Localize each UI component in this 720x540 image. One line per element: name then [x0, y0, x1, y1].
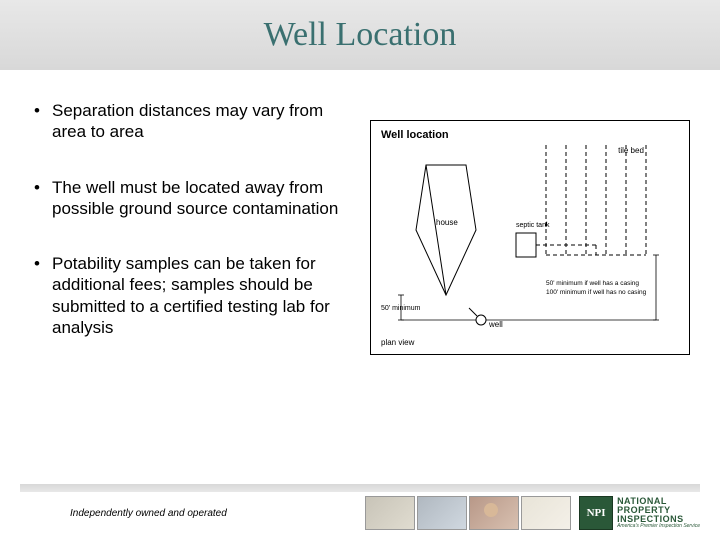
diagram-title: Well location — [381, 129, 679, 141]
footer-divider — [20, 484, 700, 492]
bullet-item: Potability samples can be taken for addi… — [30, 253, 360, 338]
thumbnail-image — [469, 496, 519, 530]
label-note2: 100' minimum if well has no casing — [546, 289, 647, 296]
label-septic: septic tank — [516, 222, 550, 229]
title-bar: Well Location — [0, 0, 720, 70]
label-plan-view: plan view — [381, 338, 415, 347]
thumbnail-image — [417, 496, 467, 530]
label-well: well — [488, 320, 503, 329]
logo-text: NATIONAL PROPERTY INSPECTIONS America's … — [617, 497, 700, 529]
well-location-diagram: Well location — [370, 120, 690, 355]
npi-logo: NPI NATIONAL PROPERTY INSPECTIONS Americ… — [579, 496, 700, 530]
label-house: house — [436, 218, 458, 227]
bullet-item: The well must be located away from possi… — [30, 177, 360, 220]
label-tile-bed: tile bed — [618, 146, 644, 155]
label-fifty-min: 50' minimum — [381, 305, 421, 312]
footer-thumbnails: NPI NATIONAL PROPERTY INSPECTIONS Americ… — [365, 496, 700, 530]
content-area: Separation distances may vary from area … — [0, 70, 720, 372]
bullet-list: Separation distances may vary from area … — [30, 100, 370, 372]
footer: Independently owned and operated NPI NAT… — [0, 484, 720, 530]
bullet-item: Separation distances may vary from area … — [30, 100, 360, 143]
footer-text: Independently owned and operated — [20, 508, 227, 519]
label-note1: 50' minimum if well has a casing — [546, 280, 639, 287]
thumbnail-image — [365, 496, 415, 530]
diagram-svg: tile bed house septic tank 50' minimum w… — [381, 145, 681, 350]
logo-badge: NPI — [579, 496, 613, 530]
logo-tagline: America's Premier Inspection Service — [617, 524, 700, 529]
thumbnail-image — [521, 496, 571, 530]
slide-title: Well Location — [264, 16, 457, 54]
